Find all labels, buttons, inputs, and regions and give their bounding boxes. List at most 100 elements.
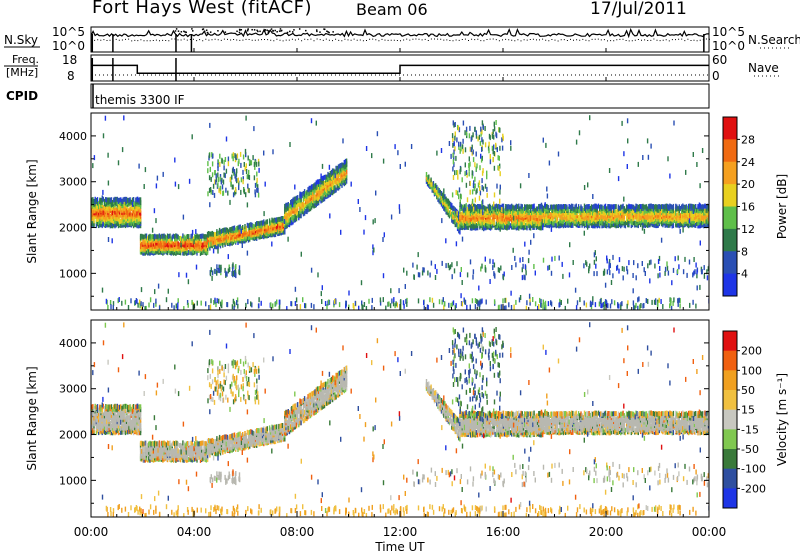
power-cell-3610	[670, 212, 672, 218]
power-cell-2985	[583, 203, 586, 209]
power-cell-4370	[617, 302, 619, 308]
power-cell-1342	[283, 228, 285, 234]
power-cell-1037	[229, 231, 231, 236]
power-cell-4221	[327, 300, 329, 306]
power-cell-2864	[567, 221, 569, 227]
power-cell-3176	[610, 219, 613, 224]
power-cell-3945	[497, 267, 500, 273]
power-cell-4158	[502, 298, 504, 304]
power-cell-3086	[597, 215, 600, 221]
power-cell-263	[119, 216, 121, 222]
power-cell-2794	[558, 221, 560, 227]
power-cell-4206	[209, 304, 212, 310]
power-cell-3104	[600, 210, 602, 215]
power-cell-4169	[632, 300, 635, 306]
power-cell-4444	[219, 176, 221, 182]
power-cell-4151	[186, 300, 189, 305]
power-cell-3682	[680, 204, 683, 210]
power-cell-1222	[263, 232, 265, 238]
power-cell-3533	[659, 214, 662, 220]
power-cell-4394	[257, 192, 260, 198]
power-cell-2527	[522, 216, 525, 222]
power-cell-2155	[475, 212, 478, 217]
power-cell-2171	[478, 215, 480, 221]
power-cell-3371	[638, 211, 641, 217]
power-cell-2887	[569, 204, 572, 210]
power-cell-776	[185, 234, 188, 240]
power-cell-4021	[692, 272, 694, 278]
power-cell-536	[149, 242, 151, 248]
power-cell-3530	[658, 204, 661, 210]
power-cell-3621	[671, 208, 673, 214]
power-cell-3236	[618, 215, 621, 221]
power-cell-578	[155, 240, 157, 246]
power-cell-1382	[286, 212, 288, 218]
power-cell-1227	[264, 233, 266, 239]
power-cell-4046	[209, 271, 212, 277]
power-cell-3348	[635, 203, 637, 209]
power-cell-4258	[335, 299, 337, 305]
power-cell-4053	[234, 270, 237, 276]
power-cell-3630	[672, 206, 675, 212]
power-cell-1802	[340, 163, 342, 168]
power-cell-853	[198, 242, 201, 248]
nsky-trace	[90, 27, 710, 39]
power-cell-1472	[299, 213, 301, 219]
power-cell-103	[101, 214, 103, 220]
power-cell-501	[144, 250, 146, 256]
power-cell-3485	[654, 222, 656, 228]
power-cell-3249	[620, 204, 622, 210]
power-cell-2043	[461, 215, 463, 220]
power-cell-4392	[224, 173, 226, 179]
power-cell-3066	[595, 222, 597, 228]
power-cell-2385	[505, 217, 507, 222]
power-cell-3325	[631, 208, 634, 214]
power-cell-4003	[586, 261, 588, 267]
power-cell-4519	[212, 153, 214, 159]
power-cell-4222	[471, 298, 474, 304]
power-cell-4790	[544, 202, 546, 208]
power-cell-4799	[324, 301, 327, 306]
power-cell-338	[127, 222, 129, 228]
power-cell-437	[137, 220, 139, 226]
power-cell-4352	[677, 301, 679, 307]
power-cell-2959	[580, 208, 582, 214]
power-cell-3741	[689, 215, 691, 221]
power-cell-3304	[628, 203, 630, 209]
power-cell-3726	[686, 209, 689, 214]
power-cell-1193	[257, 221, 259, 226]
power-cell-1436	[293, 201, 295, 207]
power-cell-4279	[393, 297, 395, 303]
power-cell-3599	[669, 219, 671, 225]
nsky-point-48	[205, 29, 208, 31]
power-cell-4782	[551, 256, 553, 262]
power-cell-2829	[562, 223, 565, 229]
power-cell-2758	[553, 220, 555, 226]
power-cell-478	[139, 233, 142, 239]
power-cell-790	[188, 234, 190, 240]
power-cell-3948	[441, 260, 443, 266]
power-cell-352	[128, 214, 130, 220]
power-cell-4580	[476, 163, 478, 169]
power-cell-2089	[467, 210, 469, 216]
power-cell-4896	[455, 241, 458, 247]
power-cell-3921	[703, 265, 705, 271]
power-cell-3168	[609, 217, 611, 223]
power-cell-4892	[557, 151, 560, 157]
power-cell-4839	[328, 164, 331, 170]
power-cell-3691	[682, 203, 684, 209]
nsky-point-50	[177, 30, 180, 32]
power-cell-2937	[576, 206, 579, 212]
power-cell-4052	[224, 267, 226, 273]
power-cell-4353	[618, 303, 620, 309]
power-cell-3824	[699, 206, 701, 212]
power-cell-465	[139, 210, 142, 216]
power-cell-4512	[217, 162, 219, 168]
power-cell-4504	[238, 185, 240, 191]
power-cell-1762	[335, 170, 337, 176]
power-cell-670	[169, 242, 171, 248]
power-cell-3956	[466, 272, 469, 278]
power-cell-4241	[321, 299, 323, 304]
power-cell-4829	[510, 290, 512, 296]
power-cell-322	[124, 205, 127, 211]
